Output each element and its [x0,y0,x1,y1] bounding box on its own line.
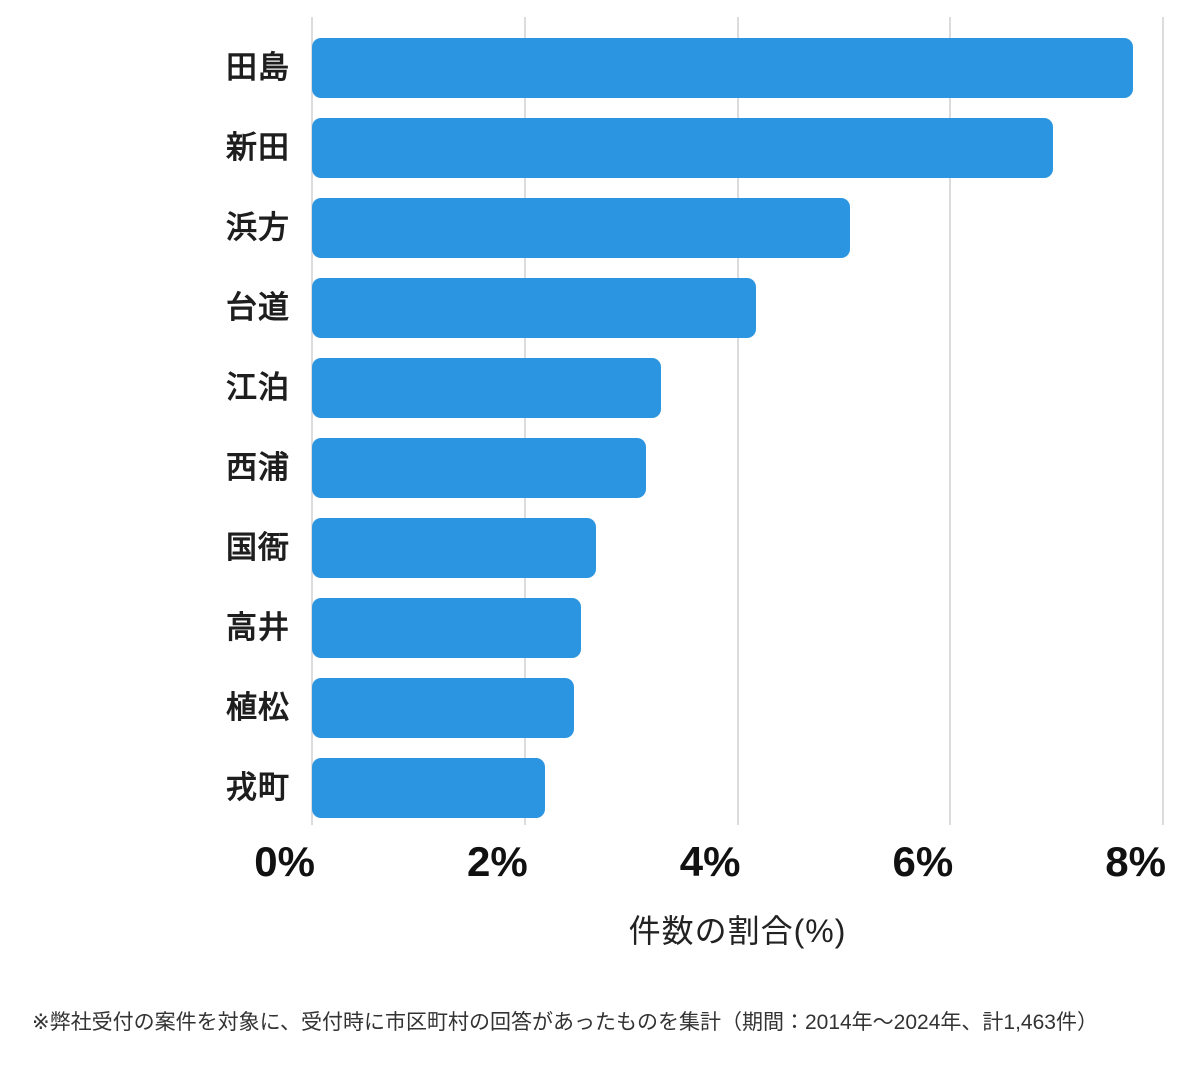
gridline-2pct [523,17,526,825]
category-label-戎町: 戎町 [226,770,290,805]
gridline-4pct [736,17,739,825]
category-label-田島: 田島 [226,50,290,85]
bar-植松 [312,678,574,738]
bar-浜方 [312,198,851,258]
gridline-8pct [1162,17,1164,825]
bar-国衙 [312,518,597,578]
x-tick-label-2pct: 2% [467,838,528,885]
bar-高井 [312,598,582,658]
bar-田島 [312,38,1134,98]
x-axis-title: 件数の割合(%) [628,913,847,949]
category-label-国衙: 国衙 [226,530,290,565]
bar-西浦 [312,438,647,498]
bar-新田 [312,118,1054,178]
bar-台道 [312,278,756,338]
plot-area [311,17,1164,825]
category-label-新田: 新田 [226,130,290,165]
bar-江泊 [312,358,661,418]
category-label-浜方: 浜方 [226,210,290,245]
footnote: ※弊社受付の案件を対象に、受付時に市区町村の回答があったものを集計（期間：201… [32,1011,1098,1034]
bar-戎町 [312,758,545,818]
gridline-0pct [311,17,313,825]
x-tick-label-8pct: 8% [1105,838,1166,885]
gridline-6pct [949,17,952,825]
category-label-江泊: 江泊 [226,370,290,405]
category-label-高井: 高井 [226,610,290,645]
category-label-植松: 植松 [226,690,290,725]
category-label-台道: 台道 [226,290,290,325]
x-tick-label-6pct: 6% [892,838,954,885]
x-tick-label-0pct: 0% [254,838,315,885]
x-tick-label-4pct: 4% [679,838,741,885]
category-label-西浦: 西浦 [226,450,290,485]
